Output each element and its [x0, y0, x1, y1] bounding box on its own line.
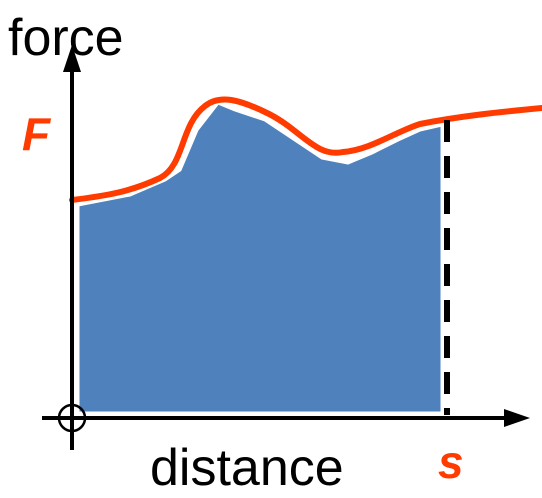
- y-axis-label: force: [8, 9, 124, 67]
- force-curve: [69, 96, 542, 203]
- x-axis-arrowhead: [504, 409, 530, 427]
- y-axis-arrowhead: [63, 45, 81, 72]
- origin-marker: [57, 403, 87, 433]
- force-marker-label: F: [22, 108, 52, 160]
- x-axis-label: distance: [150, 439, 344, 497]
- distance-marker-label: s: [438, 436, 464, 488]
- work-area-fill: [76, 101, 444, 415]
